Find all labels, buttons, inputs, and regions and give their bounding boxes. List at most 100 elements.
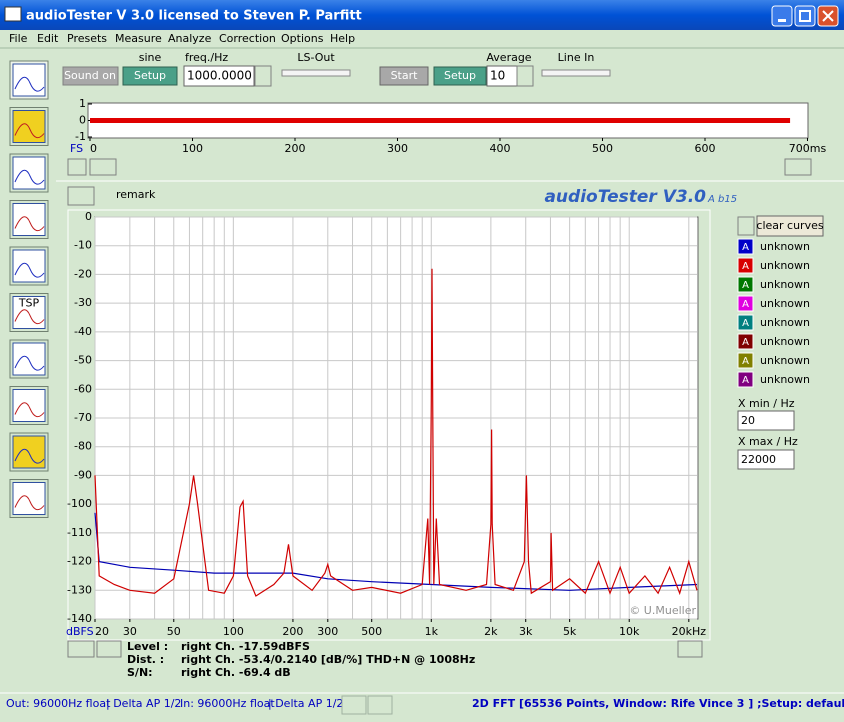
curve-icon[interactable] bbox=[737, 238, 754, 255]
window-controls[interactable] bbox=[771, 5, 839, 27]
maximize-button[interactable] bbox=[794, 5, 816, 27]
dist-value: right Ch. -53.4/0.2140 [dB/%] THD+N @ 10… bbox=[181, 653, 475, 666]
menu-item[interactable]: Correction bbox=[219, 32, 276, 45]
spectrum-pan-right[interactable] bbox=[677, 640, 703, 658]
menu-item[interactable]: Options bbox=[281, 32, 324, 45]
setup-in-button[interactable] bbox=[433, 66, 487, 86]
tool-glyph bbox=[14, 76, 45, 92]
x-tick-label: 300 bbox=[317, 625, 338, 638]
window-title: audioTester V 3.0 licensed to Steven P. … bbox=[26, 9, 362, 24]
curve-icon-label: A bbox=[742, 299, 749, 310]
curve-icon-label: A bbox=[742, 337, 749, 348]
menu-item[interactable]: Edit bbox=[37, 32, 59, 45]
ls-out-label: LS-Out bbox=[297, 51, 335, 64]
curve-label: unknown bbox=[760, 278, 810, 291]
tool-glyph bbox=[14, 309, 45, 325]
freq-value: 1000.0000 bbox=[187, 69, 252, 83]
xmax-input[interactable] bbox=[737, 449, 795, 470]
y-unit-label: dBFS bbox=[66, 625, 94, 638]
sound-on-label: Sound on bbox=[64, 69, 116, 82]
average-spinner[interactable] bbox=[516, 65, 534, 87]
status-fft: 2D FFT [65536 Points, Window: Rife Vince… bbox=[472, 697, 844, 710]
scope-x-tick-label: 100 bbox=[182, 142, 203, 155]
status-cell bbox=[341, 695, 367, 715]
y-tick-label: 0 bbox=[85, 210, 92, 223]
curve-icon[interactable] bbox=[737, 295, 754, 312]
menu-item[interactable]: Presets bbox=[67, 32, 107, 45]
maximize-glyph bbox=[799, 10, 811, 22]
y-tick-label: -60 bbox=[74, 382, 92, 395]
scope-x-tick-label: 300 bbox=[387, 142, 408, 155]
menu-item[interactable]: Help bbox=[330, 32, 355, 45]
ls-out-slider[interactable] bbox=[281, 69, 351, 77]
scope-y-tick-label: -1 bbox=[75, 130, 86, 143]
curve-icon[interactable] bbox=[737, 314, 754, 331]
setup-out-button[interactable] bbox=[122, 66, 178, 86]
spectrum-pan-buttons[interactable] bbox=[96, 640, 122, 658]
sine-label: sine bbox=[139, 51, 162, 64]
curve-icon[interactable] bbox=[737, 257, 754, 274]
setup-out-label: Setup bbox=[134, 69, 166, 82]
tool-glyph bbox=[14, 262, 45, 278]
start-label: Start bbox=[391, 69, 419, 82]
curves-spinner[interactable] bbox=[737, 216, 755, 236]
close-glyph bbox=[822, 10, 834, 22]
title-bar bbox=[0, 0, 844, 30]
curve-label: unknown bbox=[760, 354, 810, 367]
sn-value: right Ch. -69.4 dB bbox=[181, 666, 291, 679]
scope: 1 0 -1 0 100 200 300 400 500 600 700ms bbox=[75, 97, 826, 155]
minimize-glyph bbox=[778, 19, 786, 22]
curve-icon-label: A bbox=[742, 318, 749, 329]
spectrum-zoom-buttons[interactable] bbox=[67, 186, 95, 206]
curve-icon[interactable] bbox=[737, 371, 754, 388]
y-tick-label: -110 bbox=[67, 526, 92, 539]
menu-item[interactable]: Measure bbox=[115, 32, 162, 45]
start-button[interactable] bbox=[379, 66, 429, 86]
y-tick-label: -140 bbox=[67, 612, 92, 625]
x-tick-label: 1k bbox=[425, 625, 439, 638]
menu-item[interactable]: Analyze bbox=[168, 32, 212, 45]
clear-curves-label: clear curves bbox=[756, 219, 823, 232]
x-tick-label: 50 bbox=[167, 625, 181, 638]
xmin-value: 20 bbox=[741, 414, 755, 427]
curve-icon-label: A bbox=[742, 280, 749, 291]
curve-icon[interactable] bbox=[737, 352, 754, 369]
level-label: Level : bbox=[127, 640, 168, 653]
y-tick-label: -120 bbox=[67, 555, 92, 568]
curve-icon-label: A bbox=[742, 375, 749, 386]
clear-curves-button[interactable] bbox=[756, 215, 824, 237]
scope-scroll-buttons[interactable] bbox=[89, 158, 117, 176]
xmin-label: X min / Hz bbox=[738, 397, 795, 410]
scope-zoom-buttons[interactable] bbox=[67, 158, 87, 176]
tool-glyph bbox=[14, 448, 45, 464]
status-in: In: 96000Hz float bbox=[180, 697, 275, 710]
spectrum-scroll-buttons[interactable] bbox=[67, 640, 95, 658]
y-tick-label: -30 bbox=[74, 296, 92, 309]
sound-on-button[interactable] bbox=[62, 66, 119, 86]
status-cell bbox=[367, 695, 393, 715]
xmax-value: 22000 bbox=[741, 453, 776, 466]
menu-item[interactable]: File bbox=[9, 32, 28, 45]
x-tick-label: 5k bbox=[563, 625, 577, 638]
line-in-slider[interactable] bbox=[541, 69, 611, 77]
sn-label: S/N: bbox=[127, 666, 153, 679]
freq-spinner[interactable] bbox=[254, 65, 272, 87]
curve-icon[interactable] bbox=[737, 276, 754, 293]
curve-icon-label: A bbox=[742, 242, 749, 253]
curve-icon[interactable] bbox=[737, 333, 754, 350]
xmin-input[interactable] bbox=[737, 410, 795, 431]
y-tick-label: -80 bbox=[74, 440, 92, 453]
curve-label: unknown bbox=[760, 373, 810, 386]
freq-input[interactable] bbox=[183, 65, 255, 87]
x-tick-label: 100 bbox=[223, 625, 244, 638]
scope-scroll-right[interactable] bbox=[784, 158, 812, 176]
status-out-device: | Delta AP 1/2 bbox=[106, 697, 181, 710]
scope-x-tick-label: 500 bbox=[592, 142, 613, 155]
y-tick-label: -90 bbox=[74, 468, 92, 481]
minimize-button[interactable] bbox=[771, 5, 793, 27]
app-icon bbox=[4, 6, 22, 22]
curve-label: unknown bbox=[760, 335, 810, 348]
tool-glyph bbox=[14, 169, 45, 185]
curve-label: unknown bbox=[760, 259, 810, 272]
